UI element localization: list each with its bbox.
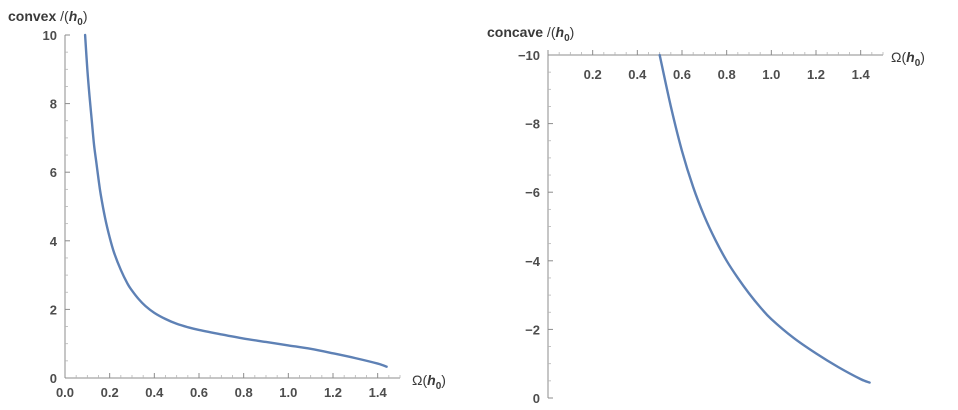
convex-y-axis-mid: /( <box>56 8 69 24</box>
convex-x-tick-label: 1.2 <box>324 385 342 400</box>
convex-y-axis-label: convex /(h0) <box>8 8 88 28</box>
concave-y-axis-var: h <box>556 24 565 40</box>
convex-y-tick-label: 0 <box>50 371 57 386</box>
concave-y-tick-label: −4 <box>525 254 541 269</box>
concave-x-axis-label: Ω(h0) <box>891 49 925 69</box>
concave-y-tick-label: −8 <box>525 117 540 132</box>
convex-chart: convex /(h0) Ω(h0) 0.0 0.2 0.4 0.6 0.8 1.0 1.2… <box>8 8 446 400</box>
concave-y-axis-sub: 0 <box>564 33 570 44</box>
convex-y-axis-var: h <box>69 8 78 24</box>
concave-y-tick-label: −10 <box>518 48 540 63</box>
convex-y-tick-label: 8 <box>50 97 57 112</box>
convex-x-tick-label: 1.0 <box>279 385 297 400</box>
convex-x-tick-label: 0.2 <box>101 385 119 400</box>
convex-y-tick-label: 6 <box>50 165 57 180</box>
concave-axes: 0.2 0.4 0.6 0.8 1.0 1.2 1.4 0 −2 −4 −6 −8 −10 <box>518 48 884 406</box>
convex-y-tick-label: 4 <box>50 234 58 249</box>
convex-y-tick-label: 2 <box>50 302 57 317</box>
convex-x-tick-label: 0.4 <box>145 385 164 400</box>
convex-x-tick-label: 0.6 <box>190 385 208 400</box>
concave-chart: concave /(h0) Ω(h0) 0.2 0.4 0.6 0.8 1.0 1.2 1.… <box>487 24 925 406</box>
concave-y-tick-label: 0 <box>533 391 540 406</box>
convex-y-axis-sub: 0 <box>77 17 83 28</box>
concave-y-axis-mid: /( <box>543 24 556 40</box>
concave-x-tick-label: 1.0 <box>762 67 780 82</box>
concave-y-axis-word: concave <box>487 24 543 40</box>
concave-x-tick-label: 0.8 <box>718 67 736 82</box>
concave-y-tick-label: −6 <box>525 185 540 200</box>
convex-axes: 0.0 0.2 0.4 0.6 0.8 1.0 1.2 1.4 0 2 4 6 8 10 <box>43 28 401 400</box>
convex-x-axis-close: ) <box>441 372 446 388</box>
concave-series-line <box>658 53 871 384</box>
convex-y-axis-word: convex <box>8 8 56 24</box>
concave-x-tick-label: 1.2 <box>807 67 825 82</box>
concave-x-tick-label: 0.6 <box>673 67 691 82</box>
convex-x-axis-sub: 0 <box>436 381 442 392</box>
concave-x-tick-label: 1.4 <box>852 67 871 82</box>
concave-x-axis-close: ) <box>920 49 925 65</box>
convex-y-tick-label: 10 <box>43 28 57 43</box>
concave-y-axis-close: ) <box>570 24 575 40</box>
concave-x-tick-label: 0.2 <box>584 67 602 82</box>
concave-x-tick-label: 0.4 <box>628 67 647 82</box>
convex-x-axis-label: Ω(h0) <box>412 372 446 392</box>
concave-y-axis-label: concave /(h0) <box>487 24 574 44</box>
concave-y-tick-label: −2 <box>525 322 540 337</box>
convex-x-tick-label: 0.8 <box>235 385 253 400</box>
convex-series <box>83 33 388 368</box>
concave-x-axis-sub: 0 <box>915 58 921 69</box>
concave-x-axis-omega: Ω( <box>891 49 906 65</box>
convex-series-line <box>83 33 388 368</box>
convex-x-axis-omega: Ω( <box>412 372 427 388</box>
convex-y-axis-close: ) <box>83 8 88 24</box>
convex-x-axis-var: h <box>427 372 436 388</box>
convex-x-tick-label: 0.0 <box>56 385 74 400</box>
concave-x-axis-var: h <box>906 49 915 65</box>
concave-series <box>658 53 871 384</box>
convex-x-tick-label: 1.4 <box>369 385 388 400</box>
